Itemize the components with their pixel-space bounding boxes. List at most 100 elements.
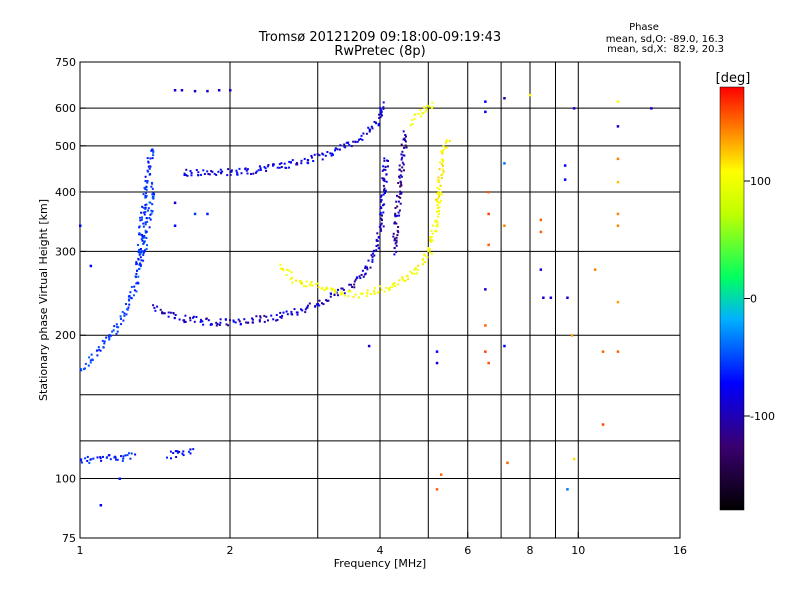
trace-point: [421, 259, 424, 261]
trace-point: [441, 163, 443, 166]
trace-point: [402, 138, 405, 141]
trace-point: [315, 283, 318, 286]
trace-point: [148, 165, 151, 168]
trace-point: [290, 310, 293, 313]
trace-point: [334, 149, 336, 152]
trace-point: [318, 154, 321, 157]
trace-point: [308, 302, 311, 305]
trace-point: [285, 310, 288, 313]
trace-point: [337, 294, 339, 297]
y-tick-label: 600: [55, 102, 76, 115]
trace-point: [149, 173, 152, 176]
trace-point: [275, 319, 278, 322]
trace-point: [215, 173, 218, 176]
trace-point: [400, 158, 403, 161]
trace-point: [296, 313, 299, 316]
scatter-point: [435, 350, 439, 353]
trace-point: [300, 162, 303, 165]
scatter-point: [484, 110, 487, 114]
trace-point: [428, 251, 431, 254]
trace-point: [379, 213, 382, 216]
trace-point: [125, 313, 128, 316]
x-tick-label: 2: [227, 544, 234, 557]
trace-point: [140, 218, 143, 221]
trace-point: [152, 150, 155, 153]
scatter-point: [616, 212, 620, 216]
trace-point: [430, 229, 433, 232]
trace-point: [192, 316, 194, 319]
trace-point: [369, 266, 372, 269]
trace-point: [427, 247, 430, 249]
trace-point: [320, 287, 323, 290]
trace-point: [139, 264, 142, 266]
trace-point: [182, 450, 185, 453]
trace-point: [414, 266, 417, 269]
trace: [279, 191, 443, 299]
trace-point: [437, 212, 440, 215]
trace-point: [336, 148, 339, 151]
trace-point: [312, 160, 315, 162]
trace-point: [424, 110, 427, 113]
trace-point: [140, 211, 143, 214]
trace-point: [310, 154, 313, 157]
trace-point: [392, 232, 395, 235]
trace-point: [130, 297, 133, 300]
trace-point: [295, 163, 298, 166]
trace-point: [145, 185, 148, 188]
y-tick-label: 750: [55, 56, 76, 69]
trace-point: [399, 180, 402, 183]
trace-point: [117, 326, 120, 329]
trace-point: [413, 117, 416, 120]
scattered-points: [79, 89, 653, 507]
trace-point: [381, 219, 383, 222]
trace-point: [430, 252, 433, 255]
trace-point: [295, 162, 298, 164]
trace-point: [358, 138, 360, 141]
trace-point: [105, 336, 108, 339]
trace-point: [150, 149, 153, 152]
trace-point: [399, 196, 402, 199]
x-tick-label: 8: [527, 544, 534, 557]
trace-point: [329, 152, 332, 155]
trace-point: [445, 141, 447, 144]
trace-point: [126, 308, 129, 311]
trace-point: [307, 159, 310, 162]
trace-point: [394, 212, 397, 215]
scatter-point: [435, 361, 439, 365]
trace: [80, 452, 137, 464]
trace-point: [348, 290, 351, 293]
trace-point: [167, 311, 170, 314]
trace-point: [429, 236, 432, 239]
trace-point: [295, 311, 298, 314]
scatter-point: [217, 89, 221, 92]
trace-point: [217, 170, 220, 173]
trace-point: [259, 315, 262, 318]
trace-point: [286, 268, 289, 271]
trace-point: [127, 298, 130, 301]
trace-point: [375, 249, 378, 252]
trace-point: [278, 163, 281, 166]
trace-point: [335, 147, 337, 150]
trace-point: [146, 181, 149, 184]
trace-point: [215, 321, 218, 324]
trace-point: [136, 281, 139, 284]
trace-point: [151, 193, 154, 196]
trace-point: [411, 122, 414, 125]
trace-point: [102, 346, 105, 349]
trace-point: [259, 169, 262, 171]
scatter-point: [539, 230, 543, 234]
trace-point: [436, 220, 439, 223]
scatter-point: [484, 288, 487, 291]
trace-point: [440, 176, 443, 179]
chart-subtitle: RwPretec (8p): [334, 44, 425, 59]
trace-point: [230, 170, 233, 173]
trace-point: [395, 250, 398, 253]
trace-point: [396, 194, 398, 197]
trace-point: [288, 166, 290, 169]
trace-point: [141, 216, 143, 219]
trace-point: [140, 238, 143, 241]
trace-point: [285, 167, 288, 169]
trace-point: [413, 272, 416, 275]
trace-point: [405, 146, 408, 149]
trace-point: [303, 285, 306, 288]
